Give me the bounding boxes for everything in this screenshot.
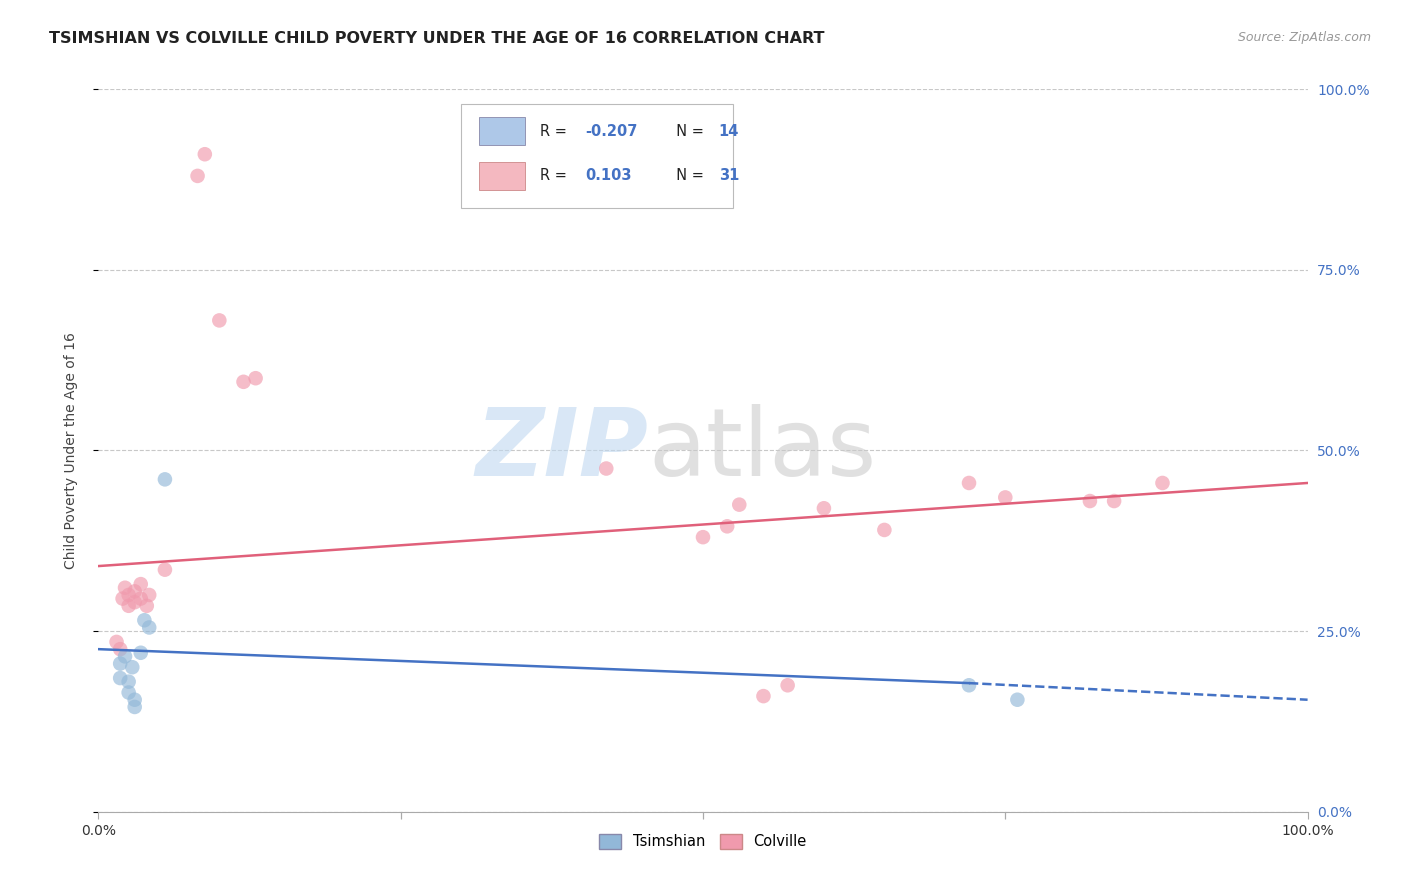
- Text: ZIP: ZIP: [475, 404, 648, 497]
- Point: [187, 169, 209, 183]
- Point: [118, 685, 141, 699]
- Point: [595, 461, 617, 475]
- Point: [118, 588, 141, 602]
- FancyBboxPatch shape: [479, 162, 526, 190]
- Point: [114, 581, 136, 595]
- Point: [813, 501, 835, 516]
- Point: [957, 475, 980, 490]
- Text: R =: R =: [540, 169, 571, 184]
- Text: R =: R =: [540, 124, 571, 138]
- Point: [111, 591, 134, 606]
- Legend: Tsimshian, Colville: Tsimshian, Colville: [593, 828, 813, 855]
- Text: N =: N =: [666, 169, 709, 184]
- Point: [135, 599, 157, 613]
- Point: [994, 491, 1017, 505]
- Y-axis label: Child Poverty Under the Age of 16: Child Poverty Under the Age of 16: [63, 332, 77, 569]
- Point: [129, 646, 152, 660]
- Point: [129, 577, 152, 591]
- Point: [108, 657, 131, 671]
- Text: -0.207: -0.207: [586, 124, 638, 138]
- Point: [716, 519, 738, 533]
- Point: [134, 613, 156, 627]
- Text: N =: N =: [666, 124, 709, 138]
- Point: [105, 635, 128, 649]
- Point: [121, 660, 143, 674]
- Point: [138, 588, 160, 602]
- Point: [873, 523, 896, 537]
- Point: [194, 147, 217, 161]
- Point: [114, 649, 136, 664]
- Point: [124, 692, 146, 706]
- Text: Source: ZipAtlas.com: Source: ZipAtlas.com: [1237, 31, 1371, 45]
- Text: 0.103: 0.103: [586, 169, 633, 184]
- Point: [1102, 494, 1125, 508]
- Point: [108, 642, 131, 657]
- Point: [124, 595, 146, 609]
- Text: 31: 31: [718, 169, 740, 184]
- Point: [692, 530, 714, 544]
- FancyBboxPatch shape: [461, 103, 734, 209]
- Point: [108, 671, 131, 685]
- Point: [118, 674, 141, 689]
- Point: [957, 678, 980, 692]
- Point: [208, 313, 231, 327]
- Point: [1078, 494, 1101, 508]
- Point: [728, 498, 751, 512]
- Point: [124, 700, 146, 714]
- Point: [752, 689, 775, 703]
- Point: [232, 375, 254, 389]
- Point: [153, 563, 176, 577]
- Point: [138, 620, 160, 634]
- Text: 14: 14: [718, 124, 740, 138]
- Point: [124, 584, 146, 599]
- Point: [129, 591, 152, 606]
- Point: [245, 371, 267, 385]
- FancyBboxPatch shape: [479, 118, 526, 145]
- Point: [1152, 475, 1174, 490]
- Point: [153, 472, 176, 486]
- Point: [118, 599, 141, 613]
- Point: [1007, 692, 1029, 706]
- Text: atlas: atlas: [648, 404, 877, 497]
- Text: TSIMSHIAN VS COLVILLE CHILD POVERTY UNDER THE AGE OF 16 CORRELATION CHART: TSIMSHIAN VS COLVILLE CHILD POVERTY UNDE…: [49, 31, 825, 46]
- Point: [776, 678, 799, 692]
